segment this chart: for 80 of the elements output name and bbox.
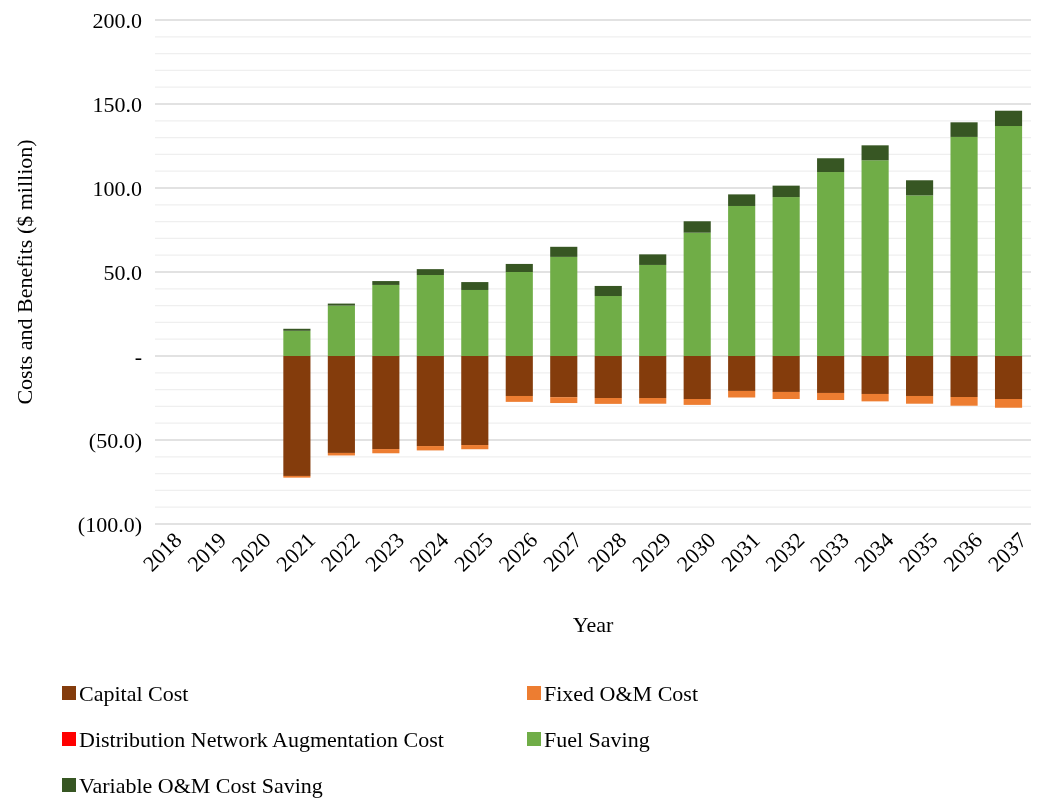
bar <box>683 399 711 405</box>
bar <box>461 445 489 450</box>
y-axis-title: Costs and Benefits ($ million) <box>12 139 37 405</box>
bar <box>950 122 978 137</box>
bar <box>861 145 889 161</box>
bar <box>594 398 622 404</box>
bar <box>461 282 489 290</box>
bar <box>550 246 578 257</box>
bar <box>416 269 444 276</box>
bar <box>772 197 800 356</box>
bar <box>950 356 978 397</box>
bar <box>772 356 800 392</box>
bar <box>817 356 845 393</box>
legend-label: Fuel Saving <box>544 726 650 752</box>
bar <box>728 194 756 206</box>
bar <box>505 263 533 272</box>
y-tick-label: 200.0 <box>92 7 142 33</box>
bar <box>906 395 934 404</box>
bar <box>372 281 400 285</box>
bar <box>728 205 756 356</box>
y-tick-label: 100.0 <box>92 175 142 201</box>
y-tick-label: (100.0) <box>77 511 142 537</box>
bar <box>327 356 355 453</box>
bar <box>594 356 622 398</box>
y-tick-label: 150.0 <box>92 91 142 117</box>
bar <box>639 356 667 398</box>
bar <box>950 136 978 356</box>
bar <box>283 356 311 476</box>
legend-label: Variable O&M Cost Saving <box>79 772 323 798</box>
bar <box>639 264 667 356</box>
bar <box>639 254 667 265</box>
x-axis-title: Year <box>572 612 614 637</box>
bar <box>906 356 934 396</box>
y-tick-label: (50.0) <box>88 427 142 453</box>
bar <box>327 305 355 356</box>
bar <box>861 393 889 402</box>
legend-label: Capital Cost <box>79 680 189 706</box>
bar <box>372 356 400 450</box>
bar <box>594 285 622 297</box>
bar <box>505 272 533 356</box>
bar <box>861 356 889 394</box>
bar <box>550 397 578 404</box>
bar <box>550 356 578 398</box>
bar <box>994 399 1023 408</box>
y-tick-label: 50.0 <box>103 259 142 285</box>
bar <box>416 356 444 447</box>
bar <box>861 160 889 356</box>
y-tick-label: - <box>134 343 142 369</box>
bar <box>283 328 311 331</box>
bar <box>594 296 622 356</box>
bar <box>372 449 400 454</box>
bar <box>327 303 355 306</box>
bar <box>505 356 533 396</box>
bar <box>550 256 578 356</box>
bar <box>994 126 1023 356</box>
bar <box>639 398 667 404</box>
bar <box>772 391 800 400</box>
bar <box>683 356 711 400</box>
bar <box>994 110 1023 127</box>
bar <box>505 395 533 402</box>
bar <box>817 158 845 173</box>
bar <box>461 356 489 446</box>
bar <box>950 396 978 406</box>
bar <box>994 356 1023 400</box>
bar <box>416 446 444 451</box>
bar <box>817 172 845 356</box>
bar <box>683 232 711 356</box>
bar <box>772 185 800 198</box>
legend-label: Fixed O&M Cost <box>544 680 699 706</box>
bar <box>817 392 845 401</box>
bar <box>728 390 756 398</box>
legend-label: Distribution Network Augmentation Cost <box>79 726 444 752</box>
bar <box>372 284 400 356</box>
bar <box>283 330 311 356</box>
bar <box>906 180 934 196</box>
bar <box>416 275 444 356</box>
bar <box>728 356 756 391</box>
bar <box>906 195 934 356</box>
bar <box>461 289 489 356</box>
bar <box>683 221 711 233</box>
